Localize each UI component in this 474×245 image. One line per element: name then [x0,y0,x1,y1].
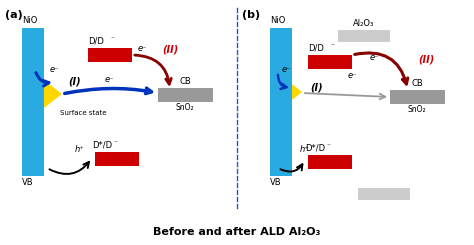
Text: (II): (II) [162,44,178,54]
Bar [270,28,292,176]
Text: Surface state: Surface state [60,110,107,116]
Text: D/D: D/D [88,36,104,45]
Text: (I): (I) [310,82,323,92]
Text: NiO: NiO [270,16,285,25]
Text: Before and after ALD Al₂O₃: Before and after ALD Al₂O₃ [153,227,321,237]
Text: ⁻: ⁻ [113,138,117,147]
Text: VB: VB [22,178,34,187]
Text: VB: VB [270,178,282,187]
Bar [338,30,390,42]
Text: SnO₂: SnO₂ [176,103,194,112]
Text: e⁻: e⁻ [348,71,357,80]
Text: (a): (a) [5,10,23,20]
Text: (I): (I) [68,76,81,86]
Text: e⁻: e⁻ [105,75,115,84]
Bar [390,90,445,104]
Text: D*/D: D*/D [92,140,112,149]
Text: (b): (b) [242,10,260,20]
Text: h⁺: h⁺ [300,145,310,154]
Bar [308,55,352,69]
Text: ⁻: ⁻ [110,34,114,43]
Text: e⁻: e⁻ [370,53,380,62]
Text: e⁻: e⁻ [50,65,60,74]
Text: CB: CB [179,77,191,86]
Text: e⁻: e⁻ [138,44,147,53]
Polygon shape [44,80,62,108]
Text: ⁻: ⁻ [330,41,334,50]
Bar [158,88,213,102]
Bar [308,155,352,169]
Text: (II): (II) [418,54,434,64]
Text: CB: CB [411,79,423,88]
Bar [358,188,410,200]
Polygon shape [292,84,302,100]
Text: ⁻: ⁻ [326,141,330,150]
Text: D/D: D/D [308,43,324,52]
Bar [88,48,132,62]
Text: D*/D: D*/D [305,143,325,152]
Text: SnO₂: SnO₂ [408,105,426,114]
Bar [95,152,139,166]
Text: NiO: NiO [22,16,37,25]
Text: e⁻: e⁻ [282,65,292,74]
Text: Al₂O₃: Al₂O₃ [354,19,374,28]
Text: h⁺: h⁺ [75,145,85,154]
Bar [22,28,44,176]
